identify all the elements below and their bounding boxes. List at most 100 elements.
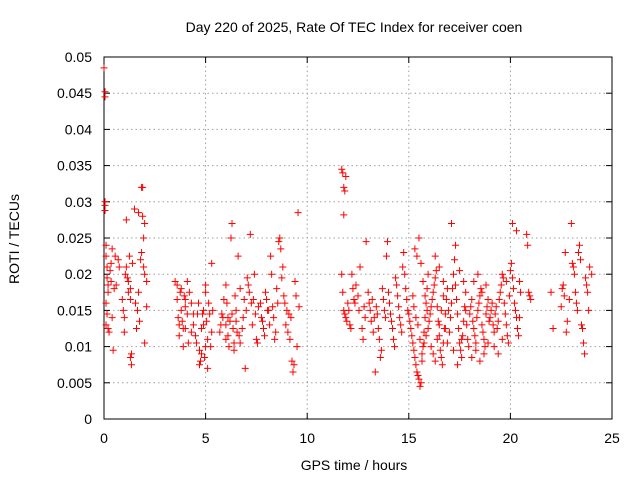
data-point (479, 328, 487, 336)
data-point (431, 252, 439, 260)
data-point (378, 285, 386, 293)
data-point (198, 325, 206, 332)
data-point (104, 288, 112, 296)
data-point (484, 339, 492, 347)
data-point (489, 321, 497, 329)
data-point (428, 296, 436, 304)
data-point (488, 299, 496, 307)
data-point (245, 288, 253, 296)
data-point (341, 310, 349, 318)
data-point (515, 332, 523, 340)
data-point (338, 270, 346, 278)
data-point (126, 296, 134, 304)
data-point (450, 346, 458, 354)
data-point (426, 310, 434, 318)
data-point (202, 288, 210, 296)
x-tick-label: 0 (100, 430, 108, 446)
data-point (458, 335, 466, 343)
data-point (121, 270, 129, 278)
data-point (345, 306, 353, 314)
data-point (197, 357, 205, 365)
y-tick-label: 0.01 (65, 339, 92, 355)
data-point (143, 303, 151, 311)
data-point (225, 343, 233, 351)
data-point (486, 314, 494, 322)
data-point (207, 343, 215, 351)
data-point (465, 343, 473, 351)
data-point (130, 205, 138, 213)
data-point (102, 241, 110, 249)
data-point (430, 281, 438, 289)
data-point (341, 187, 349, 195)
data-point (433, 335, 441, 343)
data-point (382, 252, 390, 260)
data-point (526, 292, 534, 300)
data-point (410, 303, 418, 311)
data-point (196, 346, 204, 354)
data-point (492, 303, 500, 311)
data-point (359, 335, 367, 343)
data-point (224, 332, 232, 340)
data-point (141, 220, 149, 228)
data-point (494, 350, 502, 358)
data-point (454, 361, 462, 369)
data-point (442, 296, 450, 304)
data-point (432, 267, 440, 275)
y-tick-label: 0.04 (65, 121, 92, 137)
data-point (424, 270, 432, 278)
data-point (347, 325, 355, 332)
data-point (490, 328, 498, 336)
data-point (557, 303, 565, 311)
data-point (482, 310, 490, 318)
data-point (509, 285, 517, 293)
data-point (222, 335, 230, 343)
grid-lines (104, 57, 612, 419)
data-point (344, 299, 352, 307)
data-point (462, 306, 470, 314)
data-point (565, 296, 573, 304)
data-point (581, 350, 589, 358)
data-point (266, 321, 274, 329)
data-point (356, 263, 364, 271)
data-point (127, 350, 135, 358)
data-point (370, 314, 378, 322)
data-point (261, 332, 269, 340)
data-point (283, 306, 291, 314)
data-point (364, 288, 372, 296)
data-point (396, 314, 404, 322)
data-point (191, 332, 199, 340)
data-point (473, 314, 481, 322)
data-point (416, 382, 424, 390)
data-point (140, 234, 148, 242)
data-point (417, 259, 425, 267)
data-point (281, 299, 289, 307)
data-point (460, 277, 468, 285)
data-point (445, 328, 453, 336)
data-point (516, 277, 524, 285)
data-point (567, 220, 575, 228)
data-point (496, 288, 504, 296)
data-point (424, 325, 432, 332)
data-point (204, 335, 212, 343)
data-point (107, 277, 115, 285)
data-point (229, 325, 237, 332)
data-point (481, 343, 489, 351)
data-point (380, 306, 388, 314)
data-point (561, 248, 569, 256)
data-point (447, 299, 455, 307)
data-point (268, 270, 276, 278)
data-point (112, 281, 120, 289)
data-point (410, 346, 418, 354)
x-tick-label: 5 (202, 430, 210, 446)
data-point (374, 325, 382, 332)
data-point (525, 288, 533, 296)
data-point (102, 299, 110, 307)
plot-frame (103, 56, 613, 420)
data-point (578, 321, 586, 329)
data-point (454, 310, 462, 318)
data-point (420, 339, 428, 347)
data-point (407, 325, 415, 332)
data-point (289, 368, 297, 376)
data-point (346, 321, 354, 329)
data-point (131, 299, 139, 307)
